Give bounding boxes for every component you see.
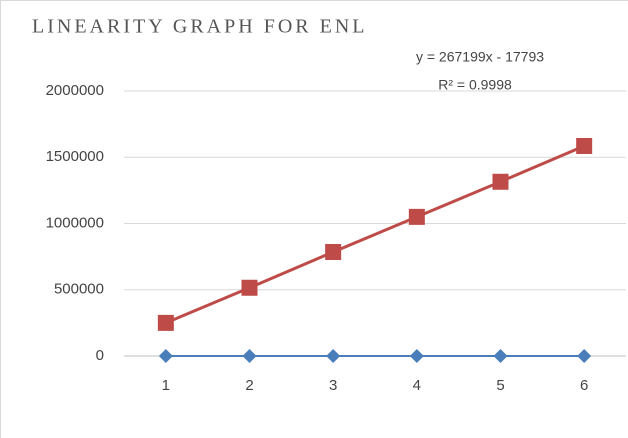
y-tick-label: 0 [96, 347, 104, 364]
x-tick-label: 1 [162, 377, 170, 394]
chart-title: LINEARITY GRAPH FOR ENL [32, 16, 367, 38]
x-tick-label: 4 [413, 377, 421, 394]
series-line [165, 144, 585, 325]
x-tick-label: 6 [580, 377, 588, 394]
y-tick-label: 2000000 [46, 82, 104, 99]
marker [242, 349, 257, 363]
marker [241, 279, 258, 296]
marker [408, 208, 425, 225]
y-tick-label: 1500000 [46, 148, 104, 165]
marker [325, 243, 342, 260]
marker [409, 349, 424, 363]
marker [493, 349, 508, 363]
marker [492, 173, 509, 190]
r-squared: R² = 0.9998 [438, 77, 512, 93]
trendline-equation: y = 267199x - 17793 [416, 49, 544, 65]
x-tick-label: 3 [329, 377, 337, 394]
marker [326, 349, 341, 363]
marker [158, 349, 173, 363]
x-tick-label: 5 [496, 377, 504, 394]
marker [157, 314, 174, 331]
marker [576, 137, 593, 154]
y-tick-label: 500000 [54, 281, 104, 298]
y-tick-label: 1000000 [46, 214, 104, 231]
marker [577, 349, 592, 363]
x-tick-label: 2 [245, 377, 253, 394]
